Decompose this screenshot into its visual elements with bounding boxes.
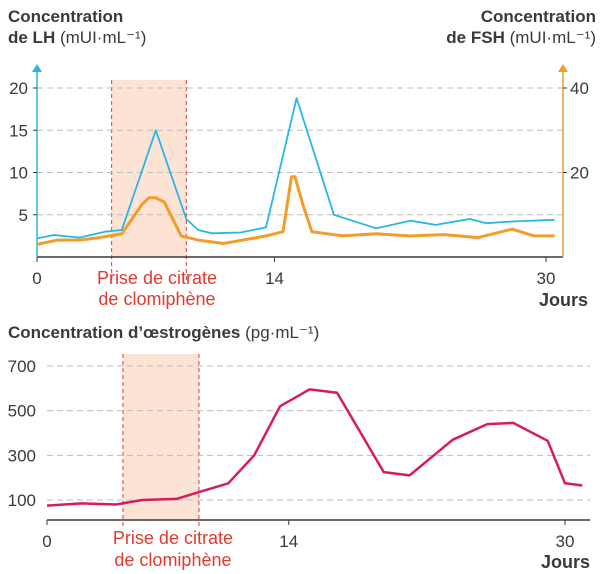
bottom-chart: 100 300 500 700 0 14 30 Prise de citrate de cl… xyxy=(8,354,590,572)
estrogen-chart-title: Concentration d’œstrogènes (pg·mL⁻¹) xyxy=(8,322,319,343)
fsh-series-line xyxy=(36,175,555,246)
bottom-band-label-line2: de clomiphène xyxy=(114,550,231,570)
fsh-axis-title-line1: Concentration xyxy=(480,7,596,26)
estrogen-series-line xyxy=(46,388,583,507)
top-x-tick-label: 30 xyxy=(537,269,556,288)
top-chart: 5 10 15 20 20 40 0 14 30 Prise de citrate de clo… xyxy=(9,64,589,310)
estrogen-title-unit: (pg·mL⁻¹) xyxy=(245,323,320,342)
lh-tick-label: 5 xyxy=(19,206,28,225)
bottom-x-axis-label: Jours xyxy=(541,552,590,572)
lh-axis-title: Concentration de LH (mUI·mL⁻¹) xyxy=(8,6,146,48)
bottom-band-label-line1: Prise de citrate xyxy=(113,528,233,548)
estrogen-tick-label: 100 xyxy=(8,491,36,510)
fsh-tick-label: 20 xyxy=(570,164,589,183)
fsh-axis-arrow-icon xyxy=(558,64,568,72)
estrogen-title-bold: Concentration d’œstrogènes xyxy=(8,323,241,342)
estrogen-tick-label: 700 xyxy=(8,357,36,376)
estrogen-tick-label: 500 xyxy=(8,402,36,421)
bottom-x-tick-label: 30 xyxy=(556,532,575,551)
top-x-tick-label: 0 xyxy=(32,269,41,288)
lh-axis-title-bold: de LH xyxy=(8,28,56,47)
fsh-axis-unit: (mUI·mL⁻¹) xyxy=(509,28,596,47)
lh-tick-label: 20 xyxy=(9,79,28,98)
bottom-axes: 100 300 500 700 0 14 30 xyxy=(8,357,590,551)
fsh-tick-label: 40 xyxy=(570,79,589,98)
lh-tick-label: 15 xyxy=(9,121,28,140)
top-axes: 5 10 15 20 20 40 0 14 30 xyxy=(9,64,589,288)
bottom-x-tick-label: 14 xyxy=(279,532,298,551)
top-band-label-line2: de clomiphène xyxy=(98,289,215,309)
fsh-axis-title: Concentration de FSH (mUI·mL⁻¹) xyxy=(446,6,596,48)
estrogen-tick-label: 300 xyxy=(8,446,36,465)
top-band-label-line1: Prise de citrate xyxy=(97,268,217,288)
fsh-axis-title-bold: de FSH xyxy=(446,28,505,47)
lh-axis-title-line1: Concentration xyxy=(8,7,124,26)
bottom-clomiphene-band xyxy=(122,354,199,520)
top-x-tick-label: 14 xyxy=(265,269,284,288)
lh-axis-arrow-icon xyxy=(32,64,42,72)
bottom-x-tick-label: 0 xyxy=(42,532,51,551)
top-gridlines xyxy=(37,87,563,216)
lh-series-line xyxy=(36,97,555,240)
top-x-axis-label: Jours xyxy=(539,290,588,310)
top-clomiphene-band xyxy=(111,80,187,257)
lh-axis-unit: (mUI·mL⁻¹) xyxy=(59,28,147,47)
lh-tick-label: 10 xyxy=(9,164,28,183)
